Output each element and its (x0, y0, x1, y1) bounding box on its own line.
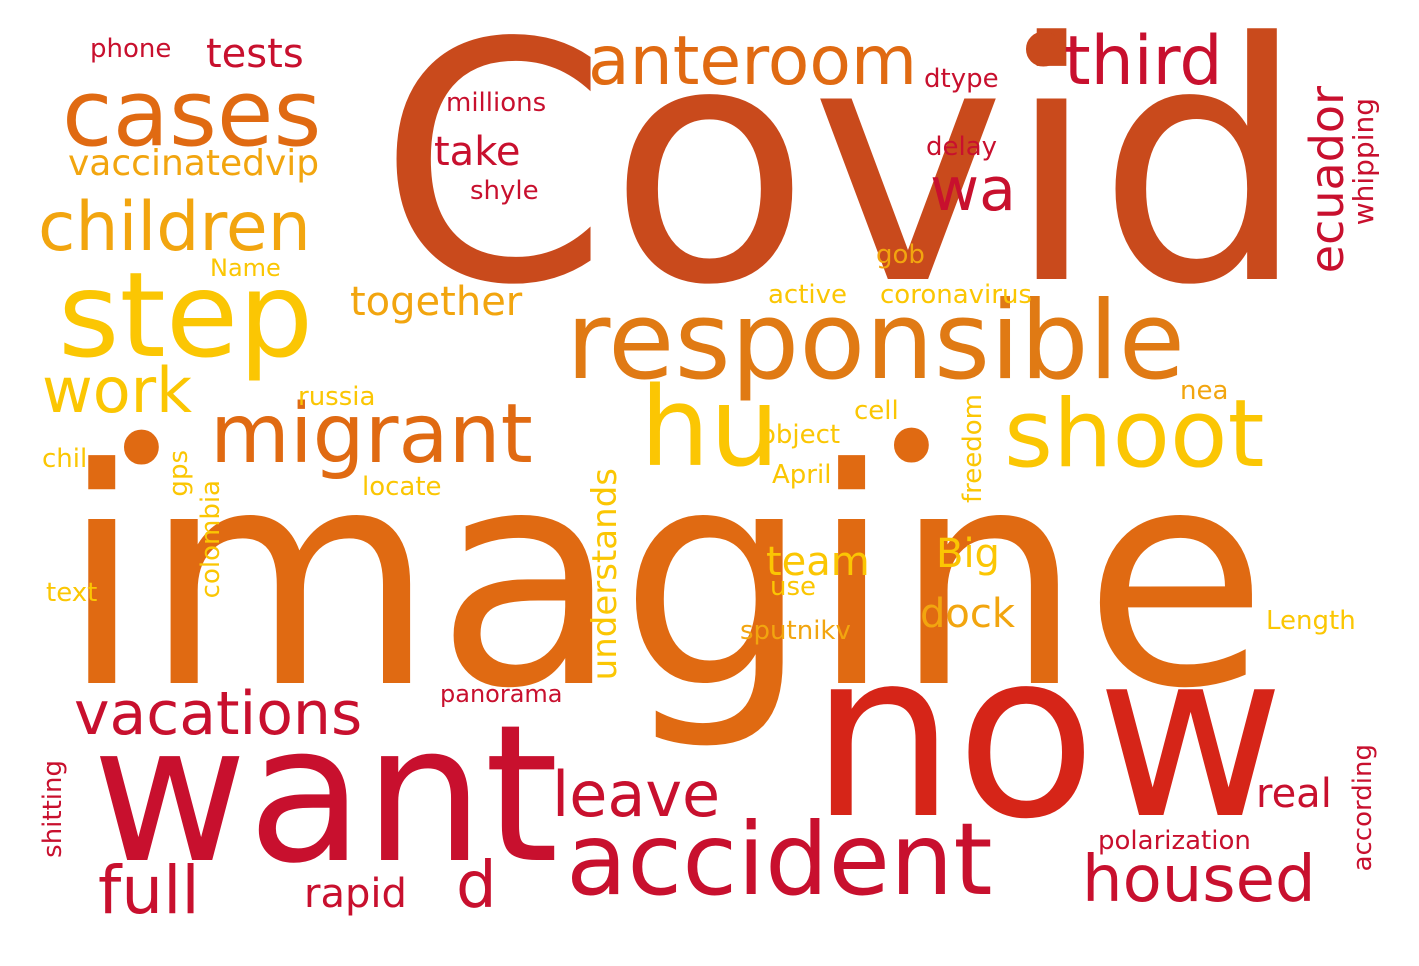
word-d: d (456, 849, 497, 923)
word-hu: hu (640, 363, 780, 491)
word-vacations: vacations (74, 679, 363, 749)
word-step: step (58, 246, 314, 384)
word-colombia: colombia (196, 480, 226, 599)
word-delay: delay (926, 132, 998, 162)
word-vaccinatedvip: vaccinatedvip (68, 143, 320, 184)
word-full: full (98, 852, 200, 929)
word-want: want (92, 684, 559, 905)
word-according: according (1348, 744, 1378, 872)
word-housed: housed (1082, 843, 1316, 917)
word-nea: nea (1180, 376, 1229, 406)
word-panorama: panorama (440, 680, 563, 708)
word-cases: cases (62, 60, 322, 167)
word-take: take (434, 129, 521, 175)
word-gob: gob (876, 240, 925, 270)
word-object: object (760, 420, 841, 450)
word-use: use (770, 572, 817, 602)
word-work: work (42, 354, 193, 427)
word-name: Name (210, 254, 281, 282)
word-dot-top: • (1008, 0, 1079, 123)
word-locate: locate (362, 472, 442, 502)
word-imagine: imagine (60, 405, 1268, 754)
word-length: Length (1266, 606, 1356, 636)
word-responsible: responsible (566, 279, 1186, 404)
word-shitting: shitting (38, 760, 68, 858)
word-accident: accident (566, 801, 993, 918)
word-ecuador: ecuador (1300, 86, 1354, 274)
word-third: third (1064, 22, 1223, 101)
word-russia: russia (298, 382, 376, 412)
word-shyle: shyle (470, 176, 539, 206)
word-whipping: whipping (1347, 98, 1380, 226)
word-migrant: migrant (210, 387, 533, 482)
word-coronavirus: coronavirus (880, 280, 1032, 310)
word-april: April (772, 460, 832, 490)
word-leave: leave (552, 758, 721, 831)
word-dot-left: • (106, 382, 177, 521)
word-anteroom: anteroom (588, 22, 918, 101)
word-dock: dock (920, 591, 1016, 637)
word-children: children (38, 188, 311, 267)
word-chil: chil (42, 444, 88, 474)
word-text: text (46, 578, 98, 608)
word-dtype: dtype (924, 64, 999, 94)
word-shoot: shoot (1004, 380, 1265, 489)
word-wa: wa (930, 155, 1016, 225)
word-polarization: polarization (1098, 826, 1251, 856)
word-millions: millions (446, 88, 547, 118)
word-real: real (1256, 771, 1332, 817)
word-active: active (768, 280, 848, 310)
word-covid: Covid (378, 0, 1307, 357)
word-cell: cell (854, 396, 899, 426)
word-rapid: rapid (304, 871, 407, 917)
word-together: together (350, 279, 523, 325)
word-tests: tests (206, 31, 304, 77)
word-freedom: freedom (958, 394, 988, 504)
word-now: now (810, 603, 1285, 870)
word-phone: phone (90, 34, 172, 64)
word-big: Big (936, 531, 1000, 577)
word-understands: understands (585, 468, 625, 681)
word-sputnikv: sputnikv (740, 616, 851, 646)
word-team: team (766, 539, 870, 585)
word-dot-mid: • (876, 380, 947, 519)
